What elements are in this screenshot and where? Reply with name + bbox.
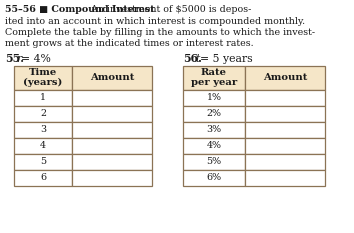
Bar	[183, 137, 245, 154]
Bar	[183, 169, 245, 185]
Text: ited into an account in which interest is compounded monthly.: ited into an account in which interest i…	[5, 17, 305, 25]
Text: 4: 4	[40, 141, 46, 150]
Bar	[72, 137, 152, 154]
Bar	[14, 154, 72, 169]
Text: 3%: 3%	[206, 125, 222, 134]
Text: = 4%: = 4%	[21, 54, 51, 64]
Bar	[14, 137, 72, 154]
Bar	[72, 89, 152, 106]
Text: ment grows at the indicated times or interest rates.: ment grows at the indicated times or int…	[5, 40, 253, 48]
Bar	[245, 154, 325, 169]
Text: 2: 2	[40, 109, 46, 118]
Bar	[14, 65, 72, 89]
Text: 2%: 2%	[206, 109, 222, 118]
Text: 5: 5	[40, 157, 46, 166]
Text: 55–56 ■ Compound Interest: 55–56 ■ Compound Interest	[5, 5, 155, 14]
Text: r: r	[16, 54, 21, 64]
Bar	[183, 154, 245, 169]
Bar	[14, 169, 72, 185]
Text: 5%: 5%	[206, 157, 222, 166]
Bar	[14, 121, 72, 137]
Bar	[245, 169, 325, 185]
Bar	[72, 106, 152, 121]
Text: t: t	[195, 54, 199, 64]
Bar	[72, 169, 152, 185]
Bar	[183, 106, 245, 121]
Bar	[245, 106, 325, 121]
Text: = 5 years: = 5 years	[200, 54, 253, 64]
Text: 3: 3	[40, 125, 46, 134]
Text: Rate
per year: Rate per year	[191, 68, 237, 87]
Bar	[72, 154, 152, 169]
Text: Amount: Amount	[90, 73, 134, 82]
Text: 56.: 56.	[183, 54, 202, 65]
Text: 1%: 1%	[206, 93, 222, 102]
Text: Time
(years): Time (years)	[23, 68, 63, 87]
Text: 4%: 4%	[206, 141, 222, 150]
Bar	[245, 89, 325, 106]
Bar	[14, 89, 72, 106]
Bar	[245, 65, 325, 89]
Text: Amount: Amount	[263, 73, 307, 82]
Text: Complete the table by filling in the amounts to which the invest-: Complete the table by filling in the amo…	[5, 28, 315, 37]
Bar	[72, 121, 152, 137]
Bar	[72, 65, 152, 89]
Bar	[183, 89, 245, 106]
Text: 1: 1	[40, 93, 46, 102]
Text: An investment of $5000 is depos-: An investment of $5000 is depos-	[85, 5, 251, 14]
Text: 6%: 6%	[206, 173, 222, 182]
Text: 6: 6	[40, 173, 46, 182]
Bar	[183, 65, 245, 89]
Text: 55.: 55.	[5, 54, 24, 65]
Bar	[245, 137, 325, 154]
Bar	[183, 121, 245, 137]
Bar	[14, 106, 72, 121]
Bar	[245, 121, 325, 137]
